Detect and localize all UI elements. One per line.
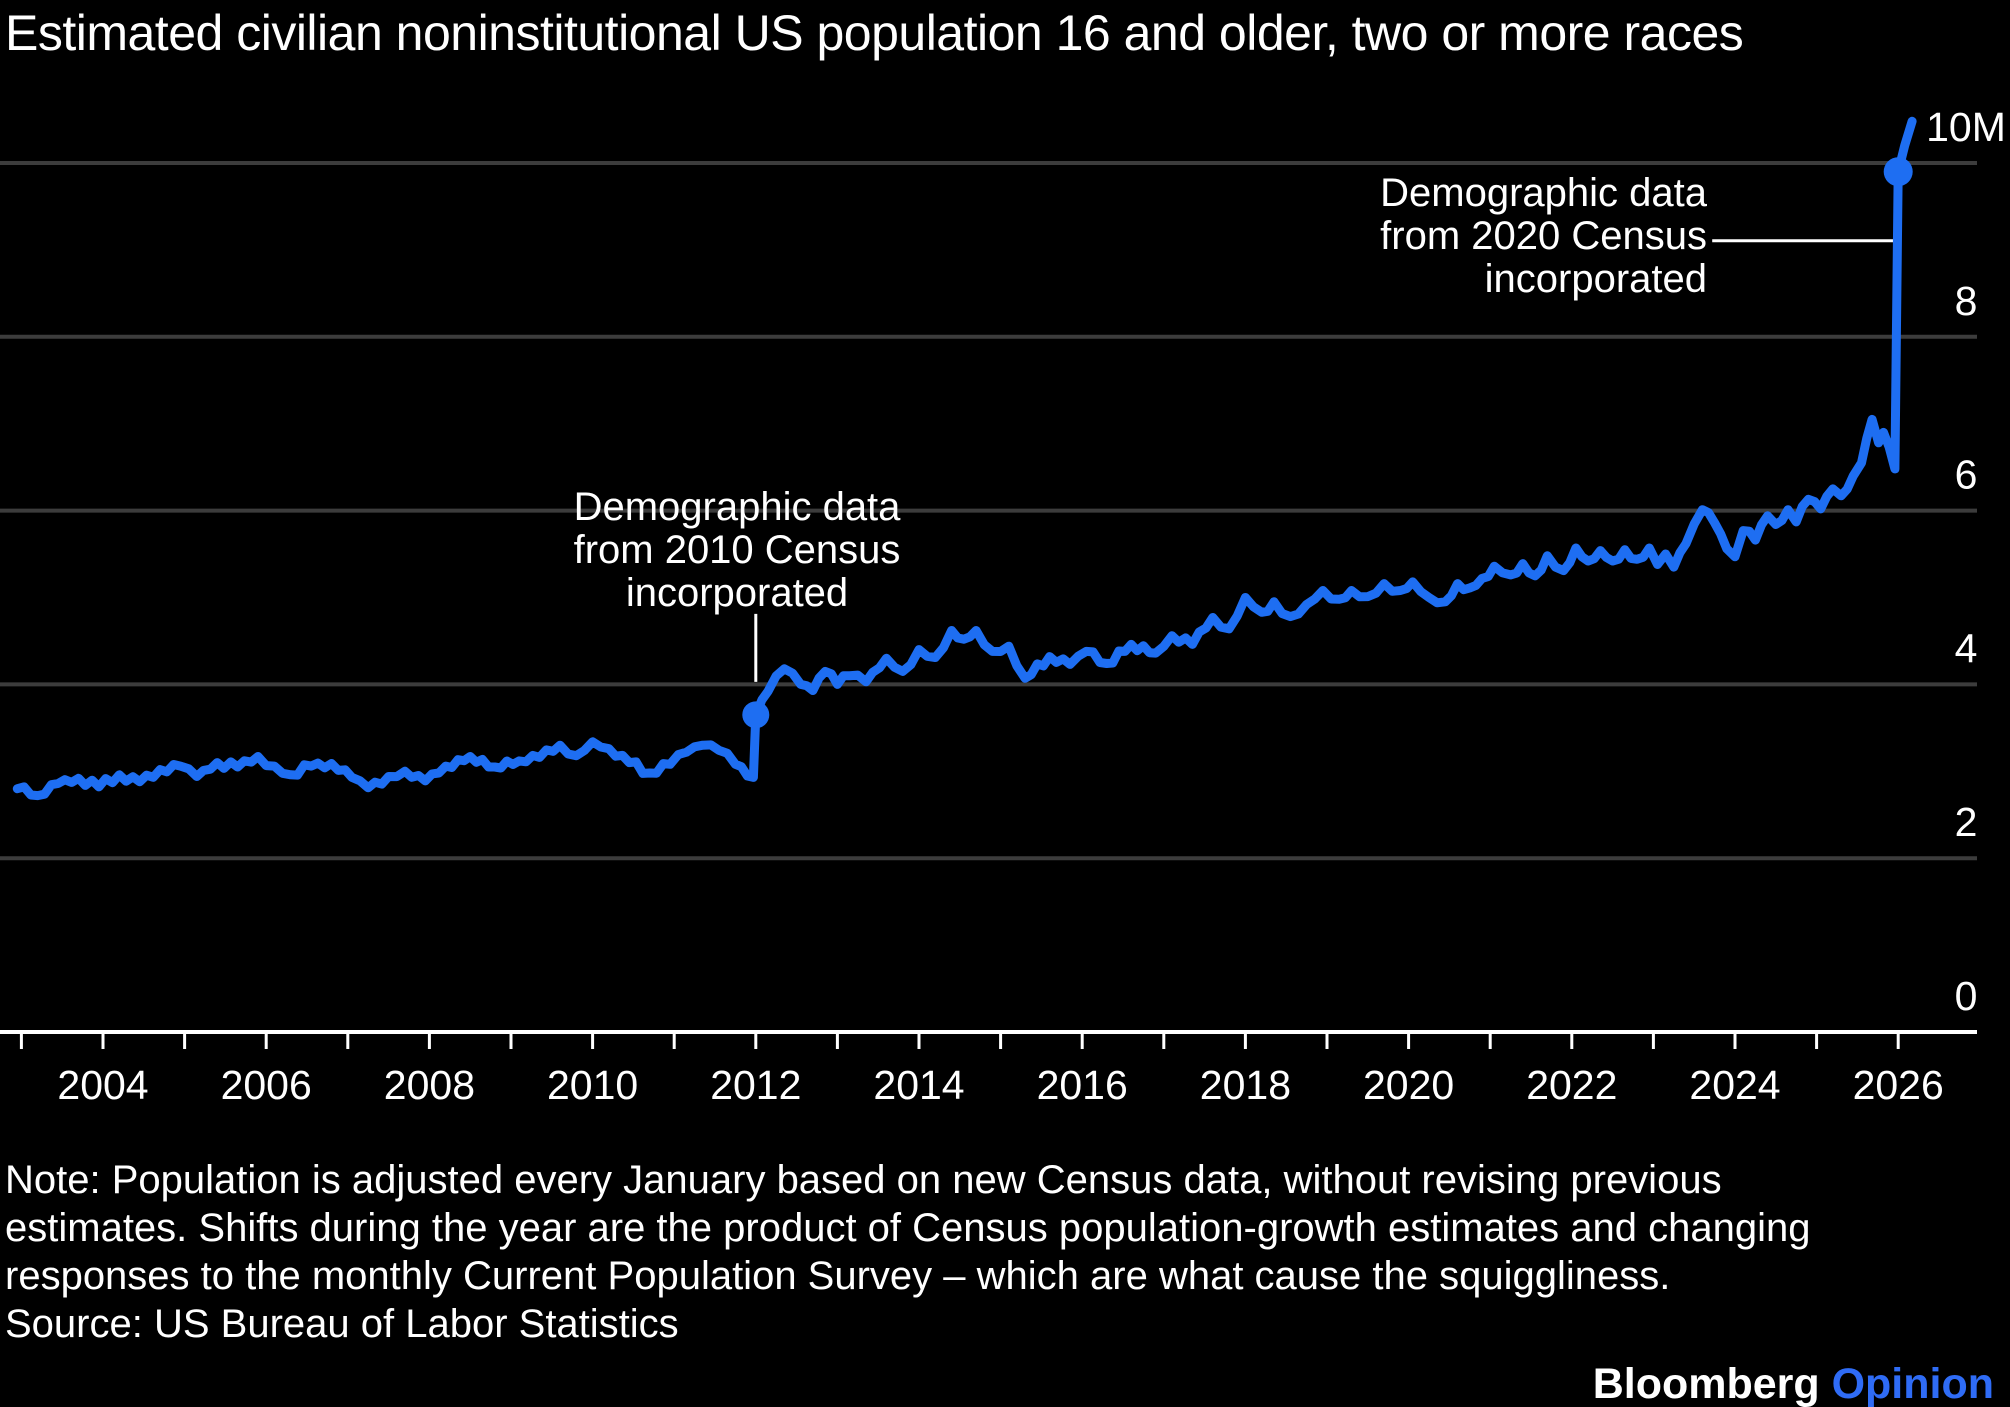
x-tick-label: 2022: [1526, 1062, 1617, 1108]
x-tick-label: 2012: [710, 1062, 801, 1108]
x-tick-label: 2004: [57, 1062, 148, 1108]
annotation-line: from 2010 Census: [573, 528, 901, 572]
y-tick-label: 4: [1955, 625, 1978, 671]
note-line: Note: Population is adjusted every Janua…: [5, 1158, 1722, 1202]
logo-accent-text: Opinion: [1831, 1360, 1994, 1407]
x-tick-label: 2020: [1363, 1062, 1454, 1108]
logo-brand-text: Bloomberg: [1592, 1360, 1820, 1407]
census-2010-dot: [742, 701, 770, 729]
y-tick-label: 6: [1955, 452, 1978, 498]
annotation-line: Demographic data: [573, 485, 901, 529]
y-tick-label: 2: [1955, 799, 1978, 845]
x-tick-label: 2016: [1037, 1062, 1128, 1108]
annotation-census-2010: Demographic data from 2010 Census incorp…: [387, 486, 1087, 615]
annotation-line: incorporated: [1484, 257, 1707, 301]
bloomberg-opinion-logo: Bloomberg Opinion: [1593, 1360, 1994, 1407]
chart-title: Estimated civilian noninstitutional US p…: [5, 5, 1744, 61]
annotation-line: Demographic data: [1380, 171, 1707, 215]
y-tick-label: 0: [1955, 973, 1978, 1019]
x-tick-label: 2006: [221, 1062, 312, 1108]
x-tick-label: 2014: [873, 1062, 964, 1108]
x-tick-label: 2018: [1200, 1062, 1291, 1108]
x-tick-label: 2010: [547, 1062, 638, 1108]
annotation-census-2020: Demographic data from 2020 Census incorp…: [1007, 172, 1707, 301]
x-tick-label: 2026: [1853, 1062, 1944, 1108]
annotation-line: incorporated: [625, 571, 849, 615]
population-line: [12, 116, 1917, 801]
y-tick-label: 8: [1955, 278, 1978, 324]
connector-census-2020: [1712, 194, 1900, 243]
annotation-line: from 2020 Census: [1380, 214, 1707, 258]
note-line: responses to the monthly Current Populat…: [5, 1254, 1671, 1298]
source-line: Source: US Bureau of Labor Statistics: [5, 1302, 679, 1346]
x-tick-label: 2024: [1689, 1062, 1780, 1108]
x-tick-label: 2008: [384, 1062, 475, 1108]
y-tick-label: 10M: [1926, 104, 2006, 150]
footnote: Note: Population is adjusted every Janua…: [5, 1156, 1811, 1348]
note-line: estimates. Shifts during the year are th…: [5, 1206, 1811, 1250]
census-2020-dot: [1883, 157, 1913, 187]
